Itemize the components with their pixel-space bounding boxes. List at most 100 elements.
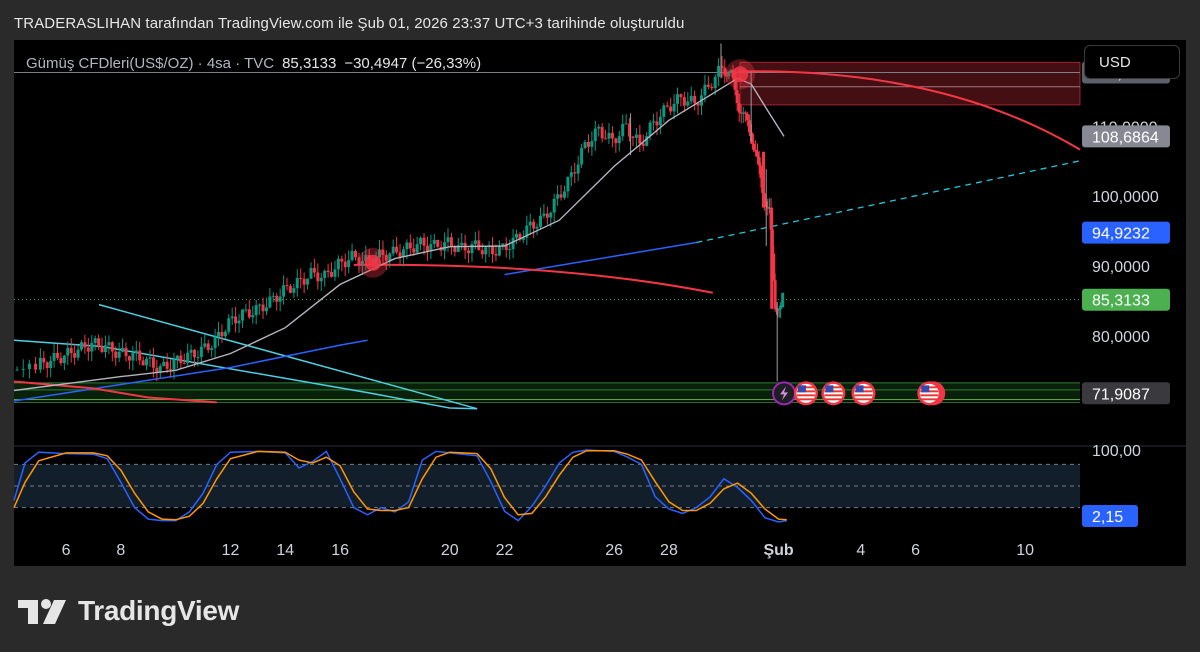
tradingview-logo-icon: [18, 599, 66, 624]
candle-body: [634, 134, 638, 138]
candle-body: [56, 353, 60, 358]
candle-body: [271, 295, 275, 297]
oscillator-value-box: [1082, 505, 1138, 527]
stoch-d-line[interactable]: [13, 449, 787, 521]
candle-body: [216, 331, 220, 337]
dashed-projection-line[interactable]: [696, 160, 1081, 244]
candle-body: [422, 237, 426, 246]
candle-body: [566, 176, 570, 192]
candle-body: [100, 346, 104, 353]
candle-body: [309, 268, 313, 279]
candle-body: [220, 331, 224, 337]
candle-body: [747, 120, 751, 133]
candle-body: [532, 221, 536, 229]
candle-body: [432, 239, 436, 245]
candle-body: [155, 367, 159, 373]
candle-body: [741, 112, 745, 114]
red-arc-middle[interactable]: [353, 263, 713, 294]
candle-body: [158, 366, 162, 373]
candle-body: [727, 72, 731, 77]
candle-body: [237, 320, 241, 324]
price-label-box: [1082, 221, 1170, 244]
oscillator-tick-label: 100,00: [1092, 443, 1141, 460]
candle-body: [93, 338, 97, 343]
candle-body: [583, 141, 587, 148]
candle-body: [333, 269, 337, 277]
stoch-k-line[interactable]: [13, 449, 787, 523]
price-label-box: [1082, 125, 1170, 148]
candle-body: [302, 278, 306, 285]
candle-body: [672, 103, 676, 112]
candle-body: [62, 355, 66, 364]
candle-body: [775, 308, 779, 310]
candle-body: [172, 359, 176, 370]
candle-body: [124, 347, 128, 357]
drawings-layer: [13, 70, 1081, 410]
candle-body: [652, 121, 656, 123]
candle-body: [597, 126, 601, 129]
candle-body: [148, 357, 152, 359]
candle-body: [258, 304, 262, 306]
zones-layer: [14, 61, 1081, 401]
candle-body: [117, 351, 121, 358]
candle-body: [21, 369, 25, 371]
candle-body: [518, 233, 522, 240]
candle-body: [617, 136, 621, 144]
crash-candle: [770, 207, 774, 309]
candle-body: [97, 338, 101, 347]
tradingview-brand[interactable]: TradingView: [16, 594, 239, 628]
candle-body: [364, 255, 368, 261]
candle-body: [542, 213, 546, 216]
candle-body: [593, 128, 597, 142]
candle-body: [576, 164, 580, 174]
candle-body: [480, 250, 484, 255]
candle-body: [470, 244, 474, 254]
resistance-zone[interactable]: [739, 61, 1081, 106]
cyan-trendline-upper[interactable]: [98, 303, 478, 410]
symbol-legend[interactable]: Gümüş CFDleri(US$/OZ) · 4sa · TVC 85,3133…: [26, 55, 481, 72]
candle-body: [196, 357, 200, 359]
candle-body: [151, 357, 155, 368]
signal-marker[interactable]: [364, 254, 381, 271]
candle-body: [86, 347, 90, 352]
candle-body: [662, 105, 666, 117]
candle-body: [604, 138, 608, 140]
candle-body: [725, 75, 729, 77]
x-tick-label: 26: [605, 542, 623, 559]
candle-body: [83, 342, 87, 348]
candle-body: [127, 356, 131, 361]
price-label-box: [1082, 288, 1170, 311]
x-tick-label: 20: [441, 542, 459, 559]
candle-body: [350, 250, 354, 261]
candle-body: [501, 243, 505, 247]
candle-body: [213, 336, 217, 349]
signal-marker[interactable]: [732, 66, 749, 83]
red-arc-right[interactable]: [737, 70, 1081, 151]
candle-body: [515, 233, 519, 238]
candle-body: [559, 194, 563, 198]
cyan-trendline[interactable]: [13, 339, 478, 410]
candle-body: [182, 362, 186, 364]
candle-body: [323, 270, 327, 278]
price-label: 71,9087: [1092, 386, 1150, 403]
candle-body: [360, 260, 364, 266]
moving-average-line[interactable]: [13, 77, 785, 392]
candle-body: [453, 246, 457, 252]
candle-body: [552, 198, 556, 213]
blue-trendline-lower[interactable]: [13, 339, 368, 402]
candle-body: [491, 246, 495, 255]
candle-body: [419, 237, 423, 245]
currency-button[interactable]: USD: [1084, 45, 1180, 79]
candle-body: [703, 84, 707, 96]
y-tick-label: 100,0000: [1092, 189, 1159, 206]
candle-body: [693, 95, 697, 104]
candle-body: [169, 368, 173, 370]
candle-body: [343, 261, 347, 268]
candle-body: [425, 245, 429, 252]
candle-body: [223, 331, 227, 337]
candle-body: [545, 213, 549, 218]
candle-body: [189, 349, 193, 353]
candle-body: [446, 237, 450, 243]
candle-body: [326, 270, 330, 273]
